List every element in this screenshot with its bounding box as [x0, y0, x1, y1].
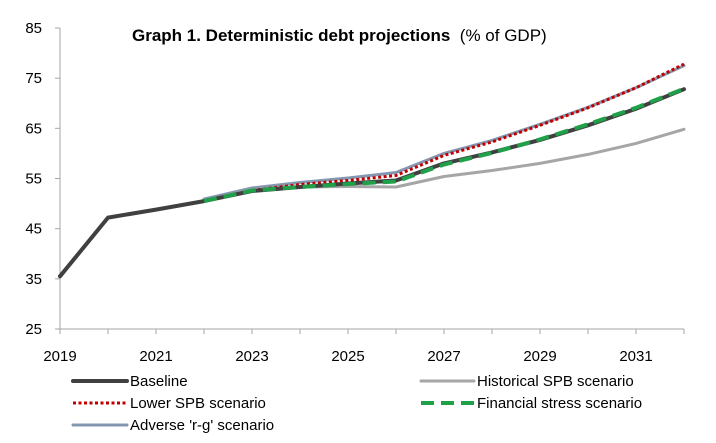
legend: Baseline Historical SPB scenario Lower SPB…: [71, 373, 642, 434]
x-tick-label: 2019: [43, 348, 76, 365]
series-line-lower-spb-scenario: [203, 62, 685, 203]
y-tick-label: 65: [25, 120, 42, 137]
x-tick-label: 2029: [523, 348, 556, 365]
legend-label-lower-spb-scenario: Lower SPB scenario: [130, 395, 266, 412]
legend-label-historical-spb-scenario: Historical SPB scenario: [477, 373, 634, 390]
chart-title: Graph 1. Deterministic debt projections …: [132, 26, 547, 45]
series-lines: [58, 62, 686, 279]
chart-title-main: Graph 1. Deterministic debt projections: [132, 26, 450, 45]
axes: 25 35 45 55 65 75 85 2019 2021 2023 2025 2027 2029 20…: [25, 20, 685, 365]
chart-title-unit: (% of GDP): [460, 26, 547, 45]
y-tick-label: 25: [25, 321, 42, 338]
y-tick-label: 85: [25, 20, 42, 37]
legend-label-financial-stress-scenario: Financial stress scenario: [477, 395, 642, 412]
legend-label-adverse-r-g-scenario: Adverse 'r-g' scenario: [130, 417, 274, 434]
series-line-adverse-r-g-scenario: [202, 64, 686, 201]
y-tick-label: 35: [25, 271, 42, 288]
x-tick-label: 2031: [619, 348, 652, 365]
series-line-financial-stress-scenario: [203, 86, 685, 204]
y-tick-label: 75: [25, 70, 42, 87]
y-tick-label: 45: [25, 221, 42, 238]
x-tick-label: 2021: [139, 348, 172, 365]
y-tick-label: 55: [25, 171, 42, 188]
x-tick-label: 2027: [427, 348, 460, 365]
x-tick-label: 2023: [235, 348, 268, 365]
legend-label-baseline: Baseline: [130, 373, 188, 390]
x-tick-label: 2025: [331, 348, 364, 365]
